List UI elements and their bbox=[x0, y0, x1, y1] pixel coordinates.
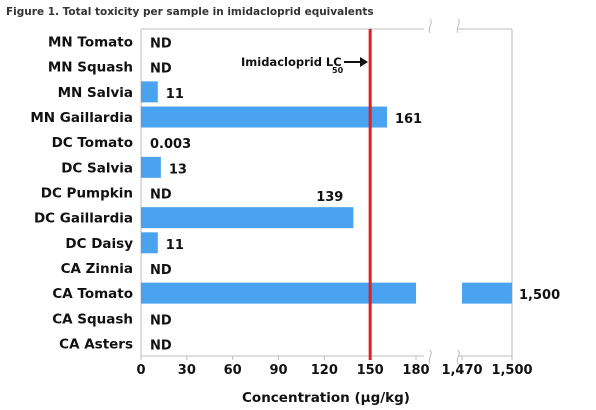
x-tick-label: 150 bbox=[357, 363, 384, 378]
value-label: 1,500 bbox=[519, 288, 560, 303]
value-label: ND bbox=[150, 338, 172, 353]
value-label: ND bbox=[150, 62, 172, 77]
bar-continued bbox=[462, 282, 512, 304]
bar-series bbox=[141, 81, 512, 304]
category-label: CA Squash bbox=[52, 311, 133, 327]
category-label: DC Daisy bbox=[65, 236, 133, 252]
value-label: ND bbox=[150, 188, 172, 203]
category-label: CA Tomato bbox=[52, 286, 133, 302]
category-label: MN Tomato bbox=[48, 35, 133, 51]
bar bbox=[141, 106, 387, 128]
category-label: MN Salvia bbox=[58, 85, 133, 101]
category-label: DC Tomato bbox=[52, 135, 133, 151]
bar bbox=[141, 282, 416, 304]
category-label: CA Zinnia bbox=[61, 261, 133, 277]
category-label: CA Asters bbox=[59, 336, 133, 352]
x-tick-label: 30 bbox=[178, 363, 196, 378]
lc50-annotation-subscript: 50 bbox=[332, 66, 344, 75]
category-label: MN Gaillardia bbox=[30, 110, 133, 126]
value-label: 13 bbox=[169, 162, 187, 177]
x-tick-label: 90 bbox=[269, 363, 287, 378]
value-label: 161 bbox=[395, 112, 422, 127]
bar bbox=[141, 232, 158, 254]
category-label: DC Gaillardia bbox=[34, 211, 133, 227]
lc50-annotation-label: Imidacloprid LC bbox=[241, 55, 342, 69]
bar bbox=[141, 156, 161, 178]
value-label: 0.003 bbox=[150, 137, 191, 152]
x-axis-label: Concentration (μg/kg) bbox=[242, 390, 410, 406]
x-tick-label: 1,500 bbox=[491, 363, 532, 378]
x-axis-ticks: 0 30 60 90 120 150 180 1,470 1,500 bbox=[136, 356, 533, 378]
category-label: MN Squash bbox=[48, 60, 133, 76]
lc50-arrow-head bbox=[360, 57, 368, 67]
break-mark-left bbox=[428, 18, 432, 365]
value-label: 139 bbox=[316, 190, 343, 205]
category-labels: MN Tomato MN Squash MN Salvia MN Gaillardia… bbox=[30, 35, 133, 353]
category-label: DC Pumpkin bbox=[41, 186, 133, 202]
bar bbox=[141, 207, 354, 229]
x-tick-label: 120 bbox=[311, 363, 338, 378]
x-tick-label: 0 bbox=[136, 363, 145, 378]
value-label: 11 bbox=[166, 238, 184, 253]
figure-title: Figure 1. Total toxicity per sample in i… bbox=[6, 6, 374, 18]
x-tick-label: 1,470 bbox=[441, 363, 482, 378]
x-tick-label: 180 bbox=[402, 363, 429, 378]
value-labels: ND ND 11 161 0.003 13 ND 139 11 ND 1,500 ND ND bbox=[150, 37, 560, 354]
break-mark-right bbox=[456, 18, 460, 365]
bar bbox=[141, 81, 158, 103]
value-label: ND bbox=[150, 313, 172, 328]
value-label: ND bbox=[150, 37, 172, 52]
x-tick-label: 60 bbox=[224, 363, 242, 378]
value-label: ND bbox=[150, 263, 172, 278]
category-label: DC Salvia bbox=[61, 160, 133, 176]
value-label: 11 bbox=[166, 87, 184, 102]
